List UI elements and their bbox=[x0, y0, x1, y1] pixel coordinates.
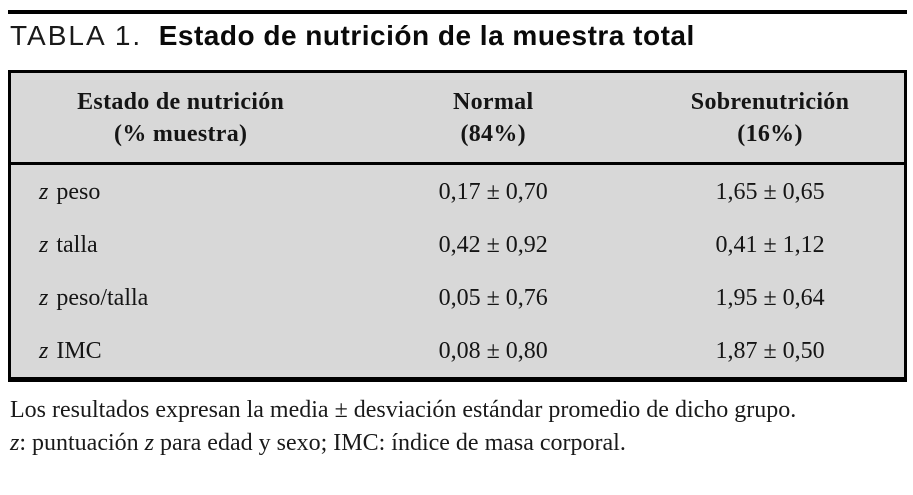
cell-sobrenutricion-value: 1,87 ± 0,50 bbox=[715, 338, 825, 364]
row-label-text: peso bbox=[56, 179, 101, 205]
cell-normal-value: 0,42 ± 0,92 bbox=[438, 232, 548, 258]
table-row-z-imc: z IMC 0,08 ± 0,80 1,87 ± 0,50 bbox=[11, 325, 904, 378]
row-label: z IMC bbox=[11, 338, 350, 365]
cell-sobrenutricion-value: 1,65 ± 0,65 bbox=[715, 179, 825, 205]
cell-normal-value: 0,08 ± 0,80 bbox=[438, 338, 548, 364]
footnote-text-part: para edad y sexo; IMC: índice de masa co… bbox=[154, 430, 626, 456]
column-header-sobrenutricion: Sobrenutrición (16%) bbox=[636, 86, 904, 150]
row-label-text: talla bbox=[56, 232, 98, 258]
table-row-z-peso: z peso 0,17 ± 0,70 1,65 ± 0,65 bbox=[11, 166, 904, 219]
cell-sobrenutricion-value: 0,41 ± 1,12 bbox=[715, 232, 825, 258]
column-header-line2: (84%) bbox=[460, 120, 526, 147]
z-symbol: z bbox=[39, 232, 49, 258]
footnote-text-part: : puntuación bbox=[19, 430, 145, 456]
table-caption: Estado de nutrición de la muestra total bbox=[158, 20, 695, 51]
z-symbol: z bbox=[10, 430, 20, 456]
row-label-text: IMC bbox=[56, 338, 102, 364]
z-symbol: z bbox=[39, 179, 49, 205]
row-label: z peso bbox=[11, 179, 350, 206]
z-symbol: z bbox=[39, 338, 49, 364]
table-row-z-talla: z talla 0,42 ± 0,92 0,41 ± 1,12 bbox=[11, 219, 904, 272]
top-rule bbox=[8, 10, 907, 14]
table-body: z peso 0,17 ± 0,70 1,65 ± 0,65 z talla 0,4… bbox=[11, 165, 904, 378]
cell-sobrenutricion-value: 1,95 ± 0,64 bbox=[715, 285, 825, 311]
footnotes: Los resultados expresan la media ± desvi… bbox=[10, 394, 894, 460]
table-number: TABLA 1. bbox=[10, 20, 143, 51]
z-symbol: z bbox=[144, 430, 154, 456]
cell-normal-value: 0,17 ± 0,70 bbox=[438, 179, 548, 205]
cell-normal-value: 0,05 ± 0,76 bbox=[438, 285, 548, 311]
row-label-text: peso/talla bbox=[56, 285, 149, 311]
column-header-line1: Estado de nutrición bbox=[77, 88, 285, 115]
row-label: z peso/talla bbox=[11, 285, 350, 312]
column-header-estado: Estado de nutrición (% muestra) bbox=[11, 86, 350, 150]
table-title: TABLA 1. Estado de nutrición de la muest… bbox=[10, 20, 695, 52]
column-header-normal: Normal (84%) bbox=[350, 86, 636, 150]
column-header-line2: (% muestra) bbox=[114, 120, 248, 147]
column-header-line1: Sobrenutrición bbox=[690, 88, 850, 115]
column-header-line1: Normal bbox=[452, 88, 534, 115]
table-header-row: Estado de nutrición (% muestra) Normal (… bbox=[11, 73, 904, 165]
footnote-results: Los resultados expresan la media ± desvi… bbox=[10, 397, 797, 423]
footnote-abbreviations: z: puntuación z para edad y sexo; IMC: í… bbox=[10, 427, 894, 460]
column-header-line2: (16%) bbox=[737, 120, 803, 147]
table-row-z-peso-talla: z peso/talla 0,05 ± 0,76 1,95 ± 0,64 bbox=[11, 272, 904, 325]
row-label: z talla bbox=[11, 232, 350, 259]
data-table: Estado de nutrición (% muestra) Normal (… bbox=[8, 70, 907, 382]
z-symbol: z bbox=[39, 285, 49, 311]
